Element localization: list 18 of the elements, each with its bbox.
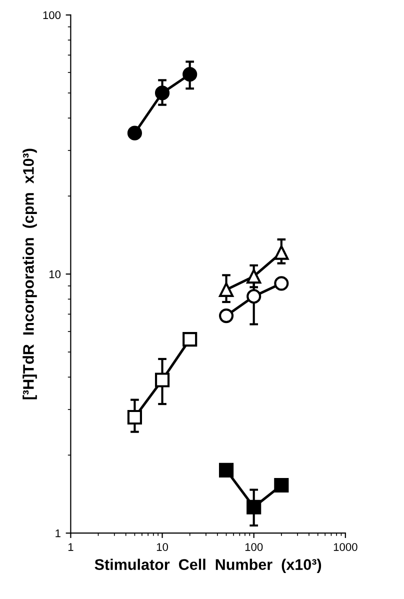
point (218, 308, 234, 324)
point (246, 289, 262, 304)
x-tick-label: 1 (68, 543, 74, 551)
point (274, 478, 289, 493)
x-axis-title: Stimulator Cell Number (x10³) (94, 558, 322, 573)
x-tick-label: 1000 (334, 543, 358, 551)
y-axis-title: [³H]TdR Incorporation (cpm x10³) (22, 148, 37, 400)
x-tick-label: 100 (245, 543, 263, 551)
point (218, 462, 234, 478)
y-tick-label: 1 (56, 529, 60, 538)
x-tick-label: 10 (156, 543, 168, 551)
point (218, 282, 234, 298)
point (246, 269, 262, 284)
point (246, 500, 262, 514)
point (274, 245, 289, 260)
y-tick-label: 100 (43, 11, 61, 20)
y-tick-label: 10 (49, 270, 61, 278)
point (274, 276, 289, 291)
